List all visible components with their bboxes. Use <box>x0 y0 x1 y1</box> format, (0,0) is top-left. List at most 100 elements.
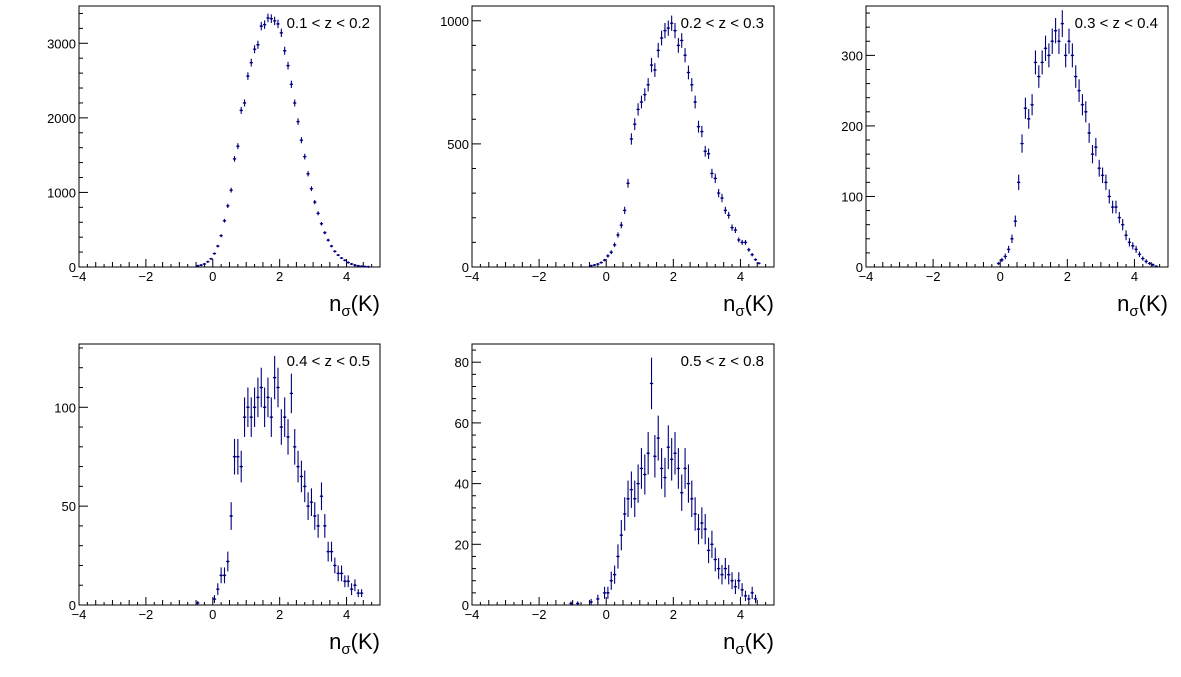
data-point <box>249 397 253 437</box>
x-tick-label: 0 <box>603 269 610 284</box>
data-point <box>1050 28 1054 54</box>
data-point <box>236 143 240 150</box>
data-point <box>596 262 600 266</box>
data-point <box>1006 245 1011 253</box>
data-point <box>696 513 701 545</box>
data-point <box>313 502 317 530</box>
x-tick-label: −2 <box>532 269 547 284</box>
data-point <box>1020 134 1024 153</box>
data-point <box>1104 174 1108 191</box>
data-point <box>296 450 300 483</box>
x-tick-label: 2 <box>670 607 677 622</box>
data-point <box>629 133 634 145</box>
data-point <box>683 448 687 489</box>
data-point <box>649 57 654 73</box>
data-point <box>353 579 357 592</box>
data-point <box>619 221 623 229</box>
data-point <box>609 250 613 255</box>
data-point <box>716 557 721 580</box>
data-point <box>299 137 304 144</box>
data-point <box>222 567 227 584</box>
data-point <box>710 168 714 179</box>
data-point <box>656 415 660 461</box>
data-point <box>710 530 714 558</box>
data-point <box>326 238 330 242</box>
data-point <box>612 565 617 584</box>
data-point <box>1037 65 1041 88</box>
y-tick-label: 80 <box>455 355 469 370</box>
data-point <box>349 583 354 596</box>
y-tick-label: 100 <box>841 189 863 204</box>
data-point <box>1063 43 1068 68</box>
data-point <box>356 264 360 267</box>
x-tick-label: 2 <box>276 269 283 284</box>
data-point <box>1147 262 1152 265</box>
x-tick-label: −2 <box>138 607 153 622</box>
x-tick-label: −2 <box>532 607 547 622</box>
data-point <box>653 63 657 77</box>
data-point <box>293 99 297 107</box>
data-point <box>609 571 613 590</box>
y-tick-label: 3000 <box>47 36 76 51</box>
x-tick-label: 2 <box>670 269 677 284</box>
data-point <box>646 432 650 475</box>
data-point <box>1110 200 1115 214</box>
data-point <box>683 48 687 63</box>
data-point <box>713 173 717 184</box>
data-point <box>669 438 674 481</box>
x-tick-label: 2 <box>1064 269 1071 284</box>
data-point <box>363 265 367 268</box>
data-point <box>359 589 364 598</box>
x-tick-label: 4 <box>737 607 744 622</box>
data-point <box>252 387 257 428</box>
data-point <box>592 263 597 267</box>
panel-1: −4 −2 0 2 4 0 1000 2000 3000 0.1 < z < 0.2 nσ(K) <box>47 5 381 320</box>
data-point <box>246 72 250 80</box>
data-point <box>626 480 630 517</box>
data-point <box>219 567 223 584</box>
x-tick-label: −4 <box>859 269 874 284</box>
y-tick-label: 60 <box>455 416 469 431</box>
data-point <box>343 259 347 262</box>
data-point <box>1000 257 1004 263</box>
data-point <box>713 547 717 572</box>
data-point <box>226 551 230 572</box>
data-point <box>246 387 250 428</box>
data-point <box>703 145 707 157</box>
y-tick-label: 40 <box>455 477 469 492</box>
data-point <box>753 258 758 261</box>
x-axis-label: nσ(K) <box>723 291 774 320</box>
x-tick-label: −2 <box>926 269 941 284</box>
data-point <box>259 367 263 408</box>
data-point <box>256 377 260 418</box>
data-point <box>576 601 580 605</box>
data-point <box>1033 50 1038 75</box>
panel-2: −4 −2 0 2 4 0 500 1000 0.2 < z < 0.3 nσ(K) <box>440 5 775 320</box>
plot-frame <box>471 5 775 268</box>
data-point <box>666 425 670 470</box>
data-point <box>659 30 664 46</box>
x-tick-label: 2 <box>276 607 283 622</box>
data-point <box>1074 65 1078 88</box>
data-point <box>303 470 307 503</box>
data-point <box>666 20 670 36</box>
data-point <box>1124 230 1128 241</box>
data-point <box>1090 144 1095 164</box>
y-tick-label: 1000 <box>47 185 76 200</box>
y-tick-label: 0 <box>69 260 76 275</box>
plot-frame <box>78 5 381 268</box>
panel-title: 0.3 < z < 0.4 <box>1075 15 1158 32</box>
data-point <box>346 575 350 588</box>
data-point <box>700 507 704 539</box>
data-point <box>276 19 280 29</box>
data-point <box>239 450 243 483</box>
data-point <box>996 262 1001 265</box>
data-point <box>693 95 697 109</box>
data-point <box>1134 245 1138 253</box>
data-point <box>1144 259 1148 264</box>
data-point <box>262 20 267 29</box>
data-point <box>1151 263 1155 267</box>
data-point <box>730 572 734 590</box>
data-point <box>740 583 744 597</box>
